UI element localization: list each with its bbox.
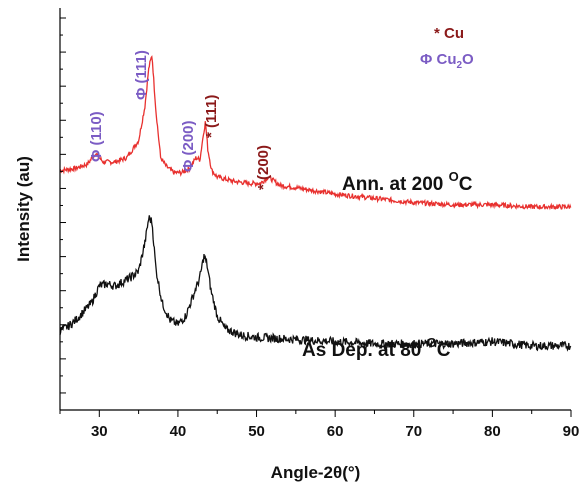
legend-label: Cu bbox=[444, 25, 464, 42]
peak-label: * (200) bbox=[255, 145, 272, 190]
legend-symbol: * bbox=[434, 25, 444, 42]
legend-label-rest: O bbox=[462, 51, 474, 68]
legend-entry-cu: * Cu bbox=[434, 25, 464, 42]
legend-entry-cu2o: Φ Cu2O bbox=[420, 51, 474, 71]
series-label-unit: C bbox=[459, 174, 473, 195]
x-tick-label: 50 bbox=[248, 423, 265, 440]
axes: 30 40 50 60 70 80 90 Angle-2θ(°) Intensity (au) bbox=[14, 8, 579, 482]
x-axis-label: Angle-2θ(°) bbox=[271, 463, 361, 482]
series-label-annealed: Ann. at 200 OC bbox=[342, 169, 473, 195]
peak-label: Φ (200) bbox=[180, 120, 197, 172]
x-tick-label: 90 bbox=[563, 423, 579, 440]
x-tick-label: 60 bbox=[327, 423, 344, 440]
x-tick-label: 70 bbox=[405, 423, 422, 440]
series-label-as-deposited: As Dep. at 80 OC bbox=[302, 335, 451, 361]
legend-symbol: Φ bbox=[420, 51, 436, 68]
legend-label: Cu bbox=[436, 51, 456, 68]
peak-label: * (111) bbox=[203, 95, 220, 138]
series-label-text: Ann. at 200 bbox=[342, 174, 449, 195]
series-label-superscript: O bbox=[427, 335, 437, 350]
y-axis-label: Intensity (au) bbox=[14, 156, 33, 262]
series-line-annealed bbox=[59, 55, 572, 211]
peak-label: Φ (111) bbox=[133, 50, 150, 100]
x-tick-label: 30 bbox=[91, 423, 108, 440]
x-tick-label: 80 bbox=[484, 423, 501, 440]
series-label-text: As Dep. at 80 bbox=[302, 340, 427, 361]
plot-area bbox=[59, 55, 572, 352]
series-label-superscript: O bbox=[449, 169, 459, 184]
legend-subscript: 2 bbox=[456, 60, 462, 71]
x-tick-label: 40 bbox=[170, 423, 187, 440]
series-label-unit: C bbox=[437, 340, 451, 361]
series-line-as-deposited bbox=[59, 215, 572, 352]
peak-label: Φ (110) bbox=[88, 111, 105, 162]
